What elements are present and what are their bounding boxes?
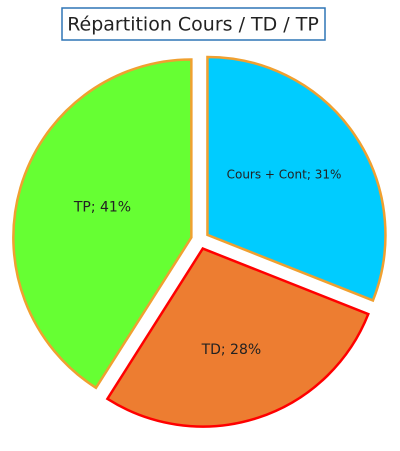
data-label: TD; 28% — [201, 342, 262, 358]
data-label: Cours + Cont; 31% — [227, 167, 342, 181]
pie-slice — [206, 55, 387, 303]
title-box — [61, 7, 326, 41]
pie-slice — [12, 58, 193, 390]
data-label: TP; 41% — [73, 200, 131, 216]
chart-title: Répartition Cours / TD / TP — [67, 14, 319, 36]
pie-slice — [105, 247, 370, 428]
